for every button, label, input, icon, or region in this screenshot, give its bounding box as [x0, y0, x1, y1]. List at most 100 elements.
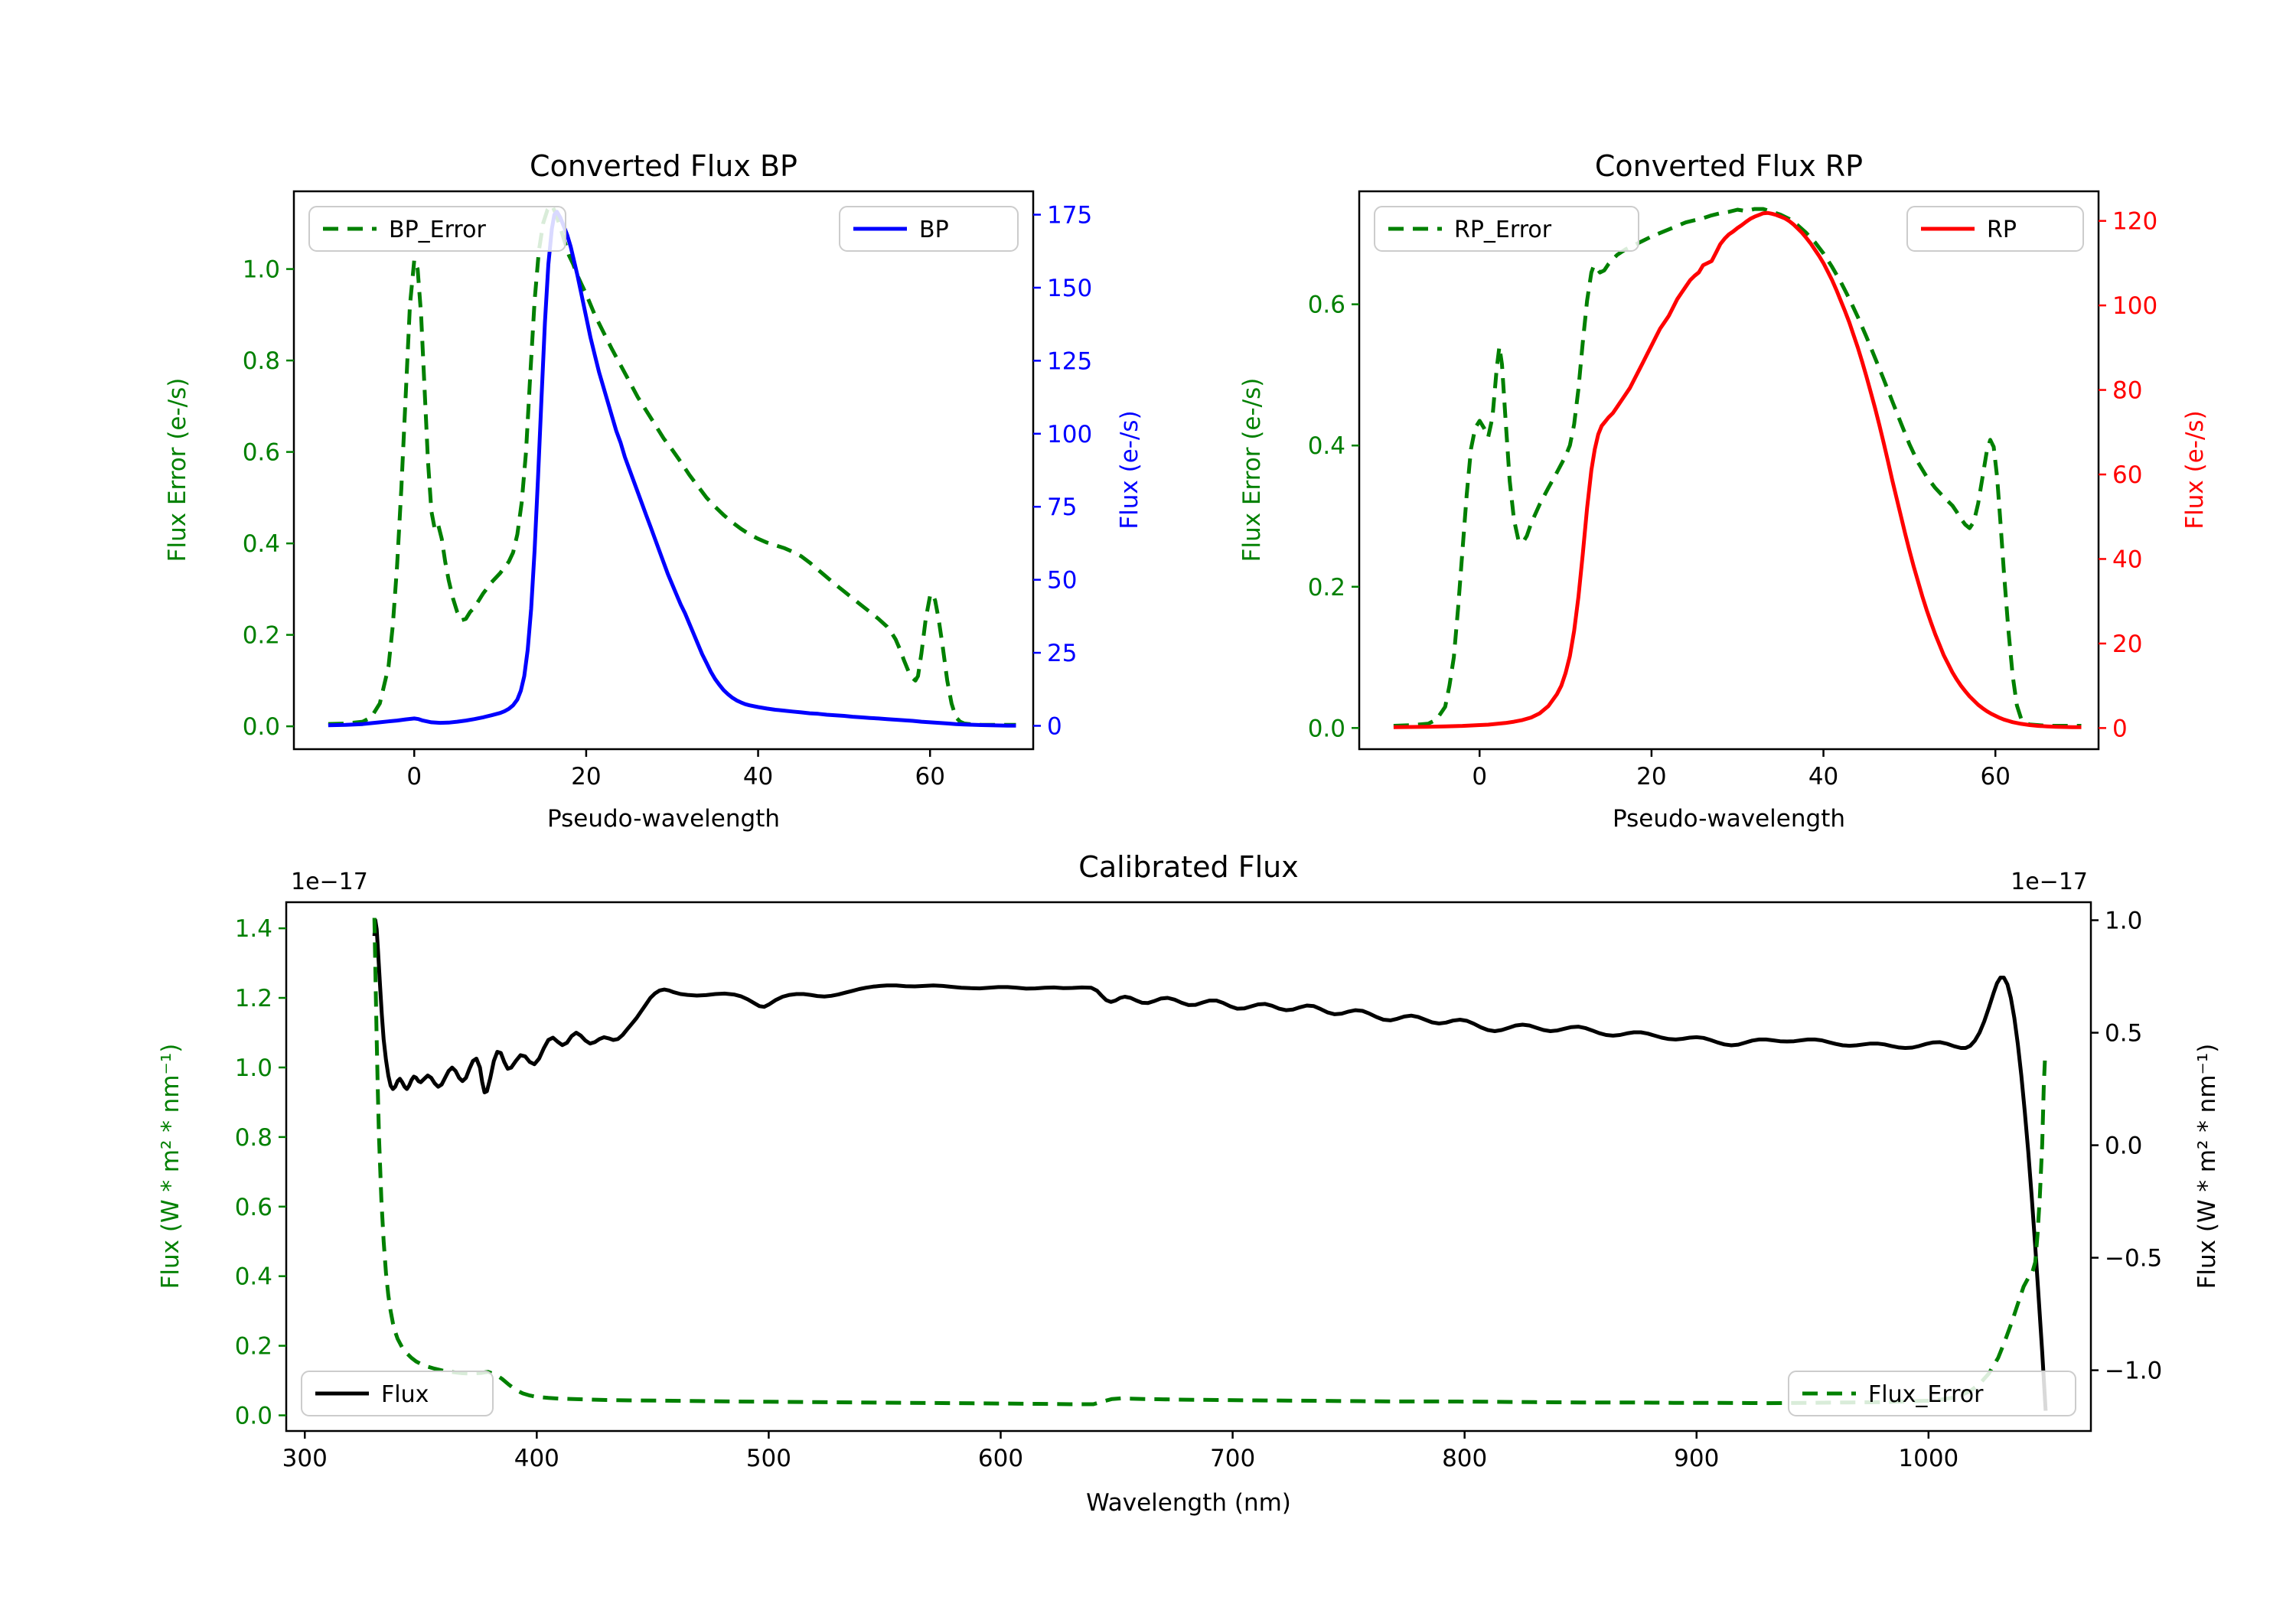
tick-label-x-cal: 700	[1210, 1445, 1255, 1472]
tick-label-x-cal: 300	[282, 1445, 328, 1472]
tick-label-y-left-bp: 1.0	[243, 256, 280, 284]
plot-area-rp: 0 20 40 60 0.0 0.2 0.4 0.6 0 20 40 60 80 100 120	[1308, 190, 2157, 790]
tick-label-y-right-bp: 100	[1047, 421, 1092, 448]
tick-label-y-left-cal: 0.2	[235, 1333, 272, 1361]
tick-label-y-right-cal: −0.5	[2105, 1245, 2162, 1273]
legend-frame	[301, 1371, 494, 1416]
tick-label-x-cal: 400	[514, 1445, 559, 1472]
tick-label-x-rp: 40	[1808, 763, 1838, 790]
legend-flux: Flux	[301, 1371, 494, 1416]
axes-frame-rp	[1358, 190, 2100, 751]
tick-label-x-bp: 40	[743, 763, 773, 790]
tick-label-y-left-cal: 1.0	[235, 1054, 272, 1082]
tick-label-x-bp: 60	[915, 763, 944, 790]
chart-calibrated-flux: Calibrated Flux 1e−17 1e−17 Wavelength (…	[157, 850, 2221, 1517]
tick-label-y-left-rp: 0.4	[1308, 432, 1345, 460]
tick-label-y-left-cal: 0.6	[235, 1194, 272, 1221]
legend-rp-error: RP_Error	[1374, 206, 1639, 252]
tick-label-y-left-bp: 0.6	[243, 439, 280, 467]
legend-label-bp: BP	[919, 217, 949, 243]
tick-label-y-right-bp: 25	[1047, 640, 1077, 667]
series-BP	[328, 210, 1016, 728]
tick-label-y-left-cal: 0.8	[235, 1124, 272, 1152]
series-RP	[1393, 210, 2082, 729]
y-axis-label-bp-right: Flux (e-/s)	[1116, 410, 1143, 529]
tick-label-y-left-bp: 0.0	[243, 713, 280, 741]
tick-label-y-right-rp: 100	[2112, 292, 2157, 320]
tick-label-x-cal: 900	[1674, 1445, 1719, 1472]
series-Flux	[372, 918, 2048, 1411]
tick-label-y-right-rp: 0	[2112, 715, 2128, 742]
legend-frame	[308, 206, 566, 252]
legend-label-flux-error: Flux_Error	[1868, 1381, 1984, 1408]
tick-label-y-right-rp: 40	[2112, 546, 2142, 573]
chart-converted-flux-rp: Converted Flux RP Pseudo-wavelength Flux…	[1238, 149, 2209, 833]
tick-label-x-bp: 0	[406, 763, 422, 790]
tick-label-y-left-rp: 0.0	[1308, 715, 1345, 742]
tick-label-y-right-cal: 0.5	[2105, 1020, 2142, 1048]
legend-frame	[1906, 206, 2084, 252]
tick-label-x-cal: 600	[978, 1445, 1023, 1472]
x-axis-label-calibrated: Wavelength (nm)	[1086, 1489, 1291, 1517]
tick-label-y-right-bp: 75	[1047, 494, 1077, 521]
plot-area-calibrated: 300 400 500 600 700 800 900 1000 0.0 0.2 0.4 0.6 0.8…	[235, 901, 2162, 1472]
x-axis-label-bp: Pseudo-wavelength	[547, 805, 780, 833]
chart-title-calibrated: Calibrated Flux	[1078, 850, 1298, 884]
tick-label-y-right-rp: 80	[2112, 377, 2142, 405]
legend-label-bp-error: BP_Error	[389, 217, 486, 243]
tick-label-y-right-rp: 120	[2112, 208, 2157, 236]
tick-label-y-left-bp: 0.8	[243, 347, 280, 375]
plot-area-bp: 0 20 40 60 0.0 0.2 0.4 0.6 0.8 1.0 0 25 50 75 100 125 15…	[243, 190, 1092, 790]
chart-title-rp: Converted Flux RP	[1595, 149, 1863, 183]
tick-label-x-cal: 800	[1442, 1445, 1487, 1472]
tick-label-y-right-cal: 0.0	[2105, 1133, 2142, 1160]
tick-label-x-bp: 20	[571, 763, 601, 790]
y-axis-label-rp-right: Flux (e-/s)	[2181, 410, 2209, 529]
tick-label-x-cal: 500	[746, 1445, 791, 1472]
tick-label-y-left-cal: 1.4	[235, 915, 272, 943]
y-axis-label-calibrated-right: Flux (W * m² * nm⁻¹)	[2193, 1044, 2221, 1289]
tick-label-y-right-bp: 150	[1047, 275, 1092, 302]
chart-converted-flux-bp: Converted Flux BP Pseudo-wavelength Flux…	[164, 149, 1143, 833]
legend-frame	[1374, 206, 1639, 252]
legend-frame	[1788, 1371, 2076, 1416]
tick-label-y-left-cal: 0.0	[235, 1403, 272, 1430]
tick-label-y-left-bp: 0.4	[243, 530, 280, 558]
tick-label-x-rp: 0	[1472, 763, 1487, 790]
tick-label-y-left-rp: 0.6	[1308, 292, 1345, 319]
axes-frame-bp	[292, 190, 1035, 751]
tick-label-y-left-cal: 1.2	[235, 985, 272, 1012]
legend-rp: RP	[1906, 206, 2084, 252]
series-BP_Error	[328, 203, 1016, 727]
tick-label-y-right-cal: −1.0	[2105, 1358, 2162, 1385]
tick-label-x-cal: 1000	[1898, 1445, 1958, 1472]
legend-label-rp: RP	[1987, 217, 2017, 243]
x-axis-label-rp: Pseudo-wavelength	[1613, 805, 1845, 833]
tick-label-y-right-bp: 125	[1047, 347, 1092, 375]
tick-label-y-right-bp: 175	[1047, 202, 1092, 230]
offset-text-right: 1e−17	[2011, 869, 2088, 895]
tick-label-x-rp: 60	[1980, 763, 2010, 790]
offset-text-left: 1e−17	[291, 869, 368, 895]
tick-label-y-right-rp: 20	[2112, 631, 2142, 658]
tick-label-y-left-bp: 0.2	[243, 622, 280, 650]
legend-bp: BP	[839, 206, 1019, 252]
chart-title-bp: Converted Flux BP	[530, 149, 797, 183]
tick-label-y-right-cal: 1.0	[2105, 908, 2142, 935]
y-axis-label-rp-left: Flux Error (e-/s)	[1238, 378, 1266, 562]
legend-label-rp-error: RP_Error	[1454, 217, 1552, 243]
legend-flux-error: Flux_Error	[1788, 1371, 2076, 1416]
legend-bp-error: BP_Error	[308, 206, 566, 252]
legend-frame	[839, 206, 1019, 252]
tick-label-y-left-rp: 0.2	[1308, 574, 1345, 601]
tick-label-x-rp: 20	[1636, 763, 1666, 790]
y-axis-label-bp-left: Flux Error (e-/s)	[164, 378, 191, 562]
legend-label-flux: Flux	[381, 1381, 429, 1408]
y-axis-label-calibrated-left: Flux (W * m² * nm⁻¹)	[157, 1044, 184, 1289]
tick-label-y-left-cal: 0.4	[235, 1263, 272, 1291]
tick-label-y-right-bp: 0	[1047, 712, 1062, 740]
tick-label-y-right-rp: 60	[2112, 461, 2142, 489]
